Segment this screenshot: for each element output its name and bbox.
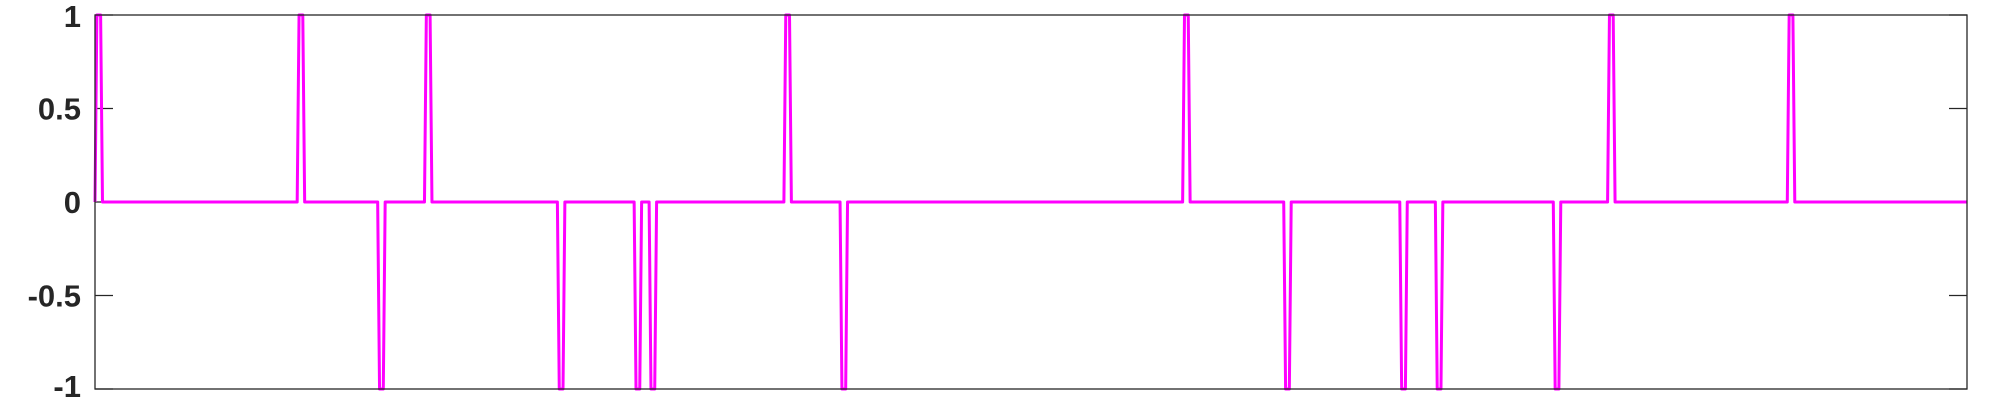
y-tick-label: 0.5 <box>38 92 81 127</box>
y-tick-label: -1 <box>53 369 81 400</box>
y-tick-labels: 1 0.5 0 -0.5 -1 <box>28 0 81 400</box>
y-tick-label: 0 <box>64 185 81 220</box>
axes-box <box>94 14 1968 390</box>
y-tick-label: 1 <box>64 0 81 34</box>
y-tick-label: -0.5 <box>28 279 81 314</box>
